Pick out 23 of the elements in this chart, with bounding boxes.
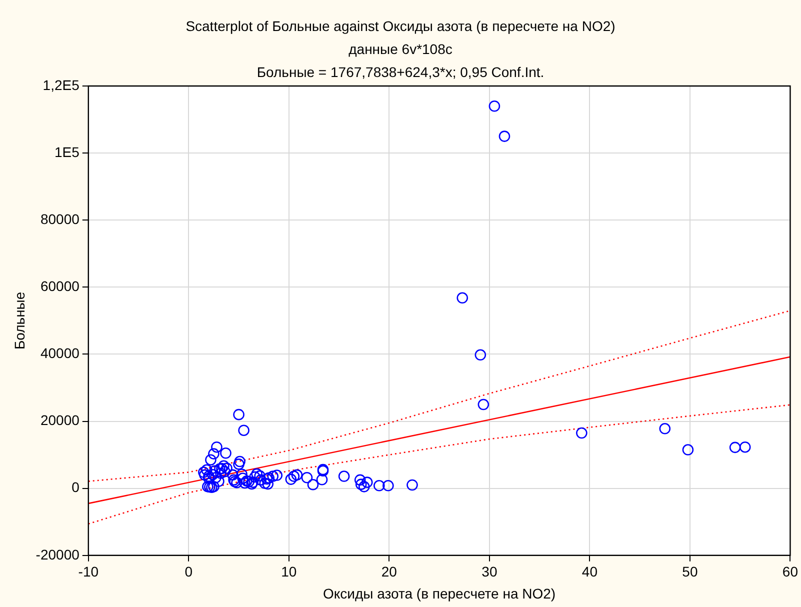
x-tick-label: 30 [482, 564, 498, 580]
y-tick-label: 20000 [40, 412, 80, 428]
x-axis-title: Оксиды азота (в пересчете на NO2) [323, 585, 556, 602]
y-axis-title: Больные [11, 292, 28, 350]
x-tick-label: 60 [782, 564, 798, 580]
y-tick-label: 0 [72, 479, 80, 496]
x-tick-label: 10 [281, 564, 297, 580]
x-tick-label: 50 [682, 564, 698, 580]
x-tick-label: -10 [78, 564, 99, 580]
y-tick-label: 80000 [40, 210, 80, 227]
x-tick-label: 0 [184, 564, 193, 580]
x-tick-label: 40 [582, 564, 598, 580]
y-tick-label: 60000 [40, 278, 80, 294]
text: Больные = 1767,7838+624,3*x; 0,95 Conf.Int. [256, 64, 544, 80]
line-series [88, 310, 791, 482]
x-tick-label: 20 [381, 564, 398, 580]
chart-title: Scatterplot of Больные against Оксиды азота (в пересчете на NO2) [184, 18, 616, 34]
y-tick-label: 40000 [40, 345, 80, 362]
chart-subtitle: данные 6v*108c [348, 41, 454, 57]
y-tick-label: 1E5 [54, 144, 80, 160]
line-series [88, 404, 791, 525]
y-tick-label: 1,2E5 [42, 76, 80, 93]
y-tick-label: -20000 [36, 546, 80, 562]
